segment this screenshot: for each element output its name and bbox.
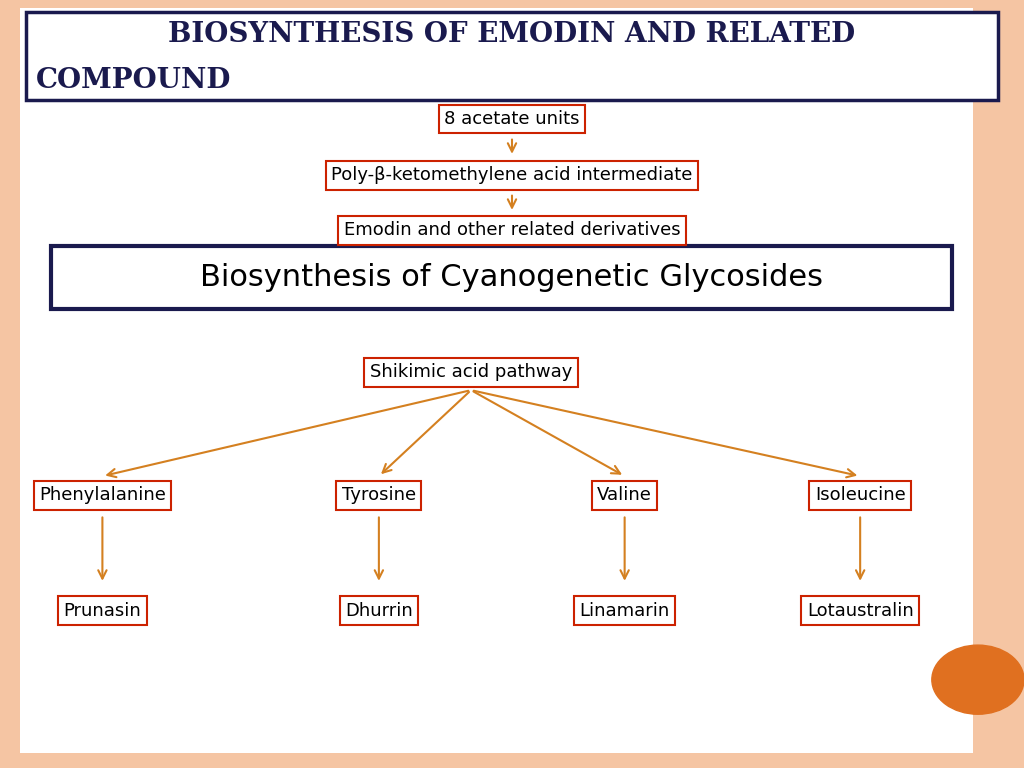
Text: Phenylalanine: Phenylalanine (39, 486, 166, 505)
Text: Shikimic acid pathway: Shikimic acid pathway (370, 363, 572, 382)
Text: Linamarin: Linamarin (580, 601, 670, 620)
FancyBboxPatch shape (51, 246, 952, 309)
Text: 8 acetate units: 8 acetate units (444, 110, 580, 128)
Text: Isoleucine: Isoleucine (815, 486, 905, 505)
FancyBboxPatch shape (26, 12, 998, 100)
Text: Valine: Valine (597, 486, 652, 505)
Text: Tyrosine: Tyrosine (342, 486, 416, 505)
Text: Poly-β-ketomethylene acid intermediate: Poly-β-ketomethylene acid intermediate (332, 166, 692, 184)
Text: Emodin and other related derivatives: Emodin and other related derivatives (344, 221, 680, 240)
Text: BIOSYNTHESIS OF EMODIN AND RELATED: BIOSYNTHESIS OF EMODIN AND RELATED (168, 21, 856, 48)
Text: COMPOUND: COMPOUND (36, 67, 230, 94)
Text: Dhurrin: Dhurrin (345, 601, 413, 620)
Text: Biosynthesis of Cyanogenetic Glycosides: Biosynthesis of Cyanogenetic Glycosides (201, 263, 823, 292)
Circle shape (932, 645, 1024, 714)
Text: Lotaustralin: Lotaustralin (807, 601, 913, 620)
Text: Prunasin: Prunasin (63, 601, 141, 620)
